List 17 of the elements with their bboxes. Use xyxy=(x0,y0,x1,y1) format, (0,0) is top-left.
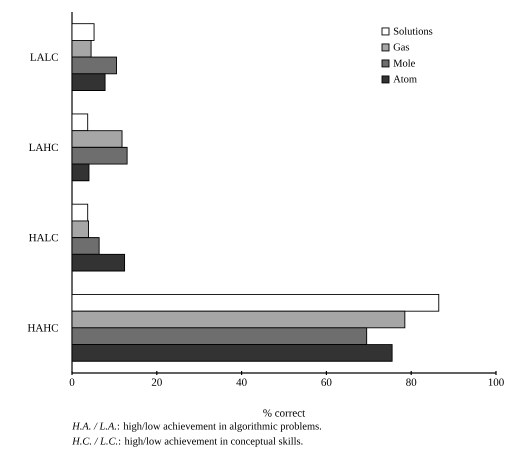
x-tick-label: 0 xyxy=(70,378,74,386)
text: H.A. / L.A.: high/low achievement in algorithmic problems. xyxy=(72,422,322,432)
x-tick-label: 100 xyxy=(488,378,504,386)
legend-label: Mole xyxy=(394,59,415,67)
legend-label: Atom xyxy=(393,75,417,82)
x-axis-title: % correct xyxy=(263,409,306,417)
legend-label: Solutions xyxy=(394,27,432,35)
y-tick-label: HAHC xyxy=(28,324,58,332)
x-tick-label: 40 xyxy=(236,378,247,386)
x-tick-label: 60 xyxy=(321,378,332,386)
x-tick-label: 80 xyxy=(406,378,416,386)
y-tick-label: HALC xyxy=(29,234,58,242)
x-tick-label: 20 xyxy=(152,378,162,386)
y-tick-label: LAHC xyxy=(29,144,58,152)
y-tick-label: LALC xyxy=(30,53,58,61)
text: H.C. / L.C.: high/low achievement in conceptual skills. xyxy=(72,437,303,447)
legend-label: Gas xyxy=(394,43,410,51)
